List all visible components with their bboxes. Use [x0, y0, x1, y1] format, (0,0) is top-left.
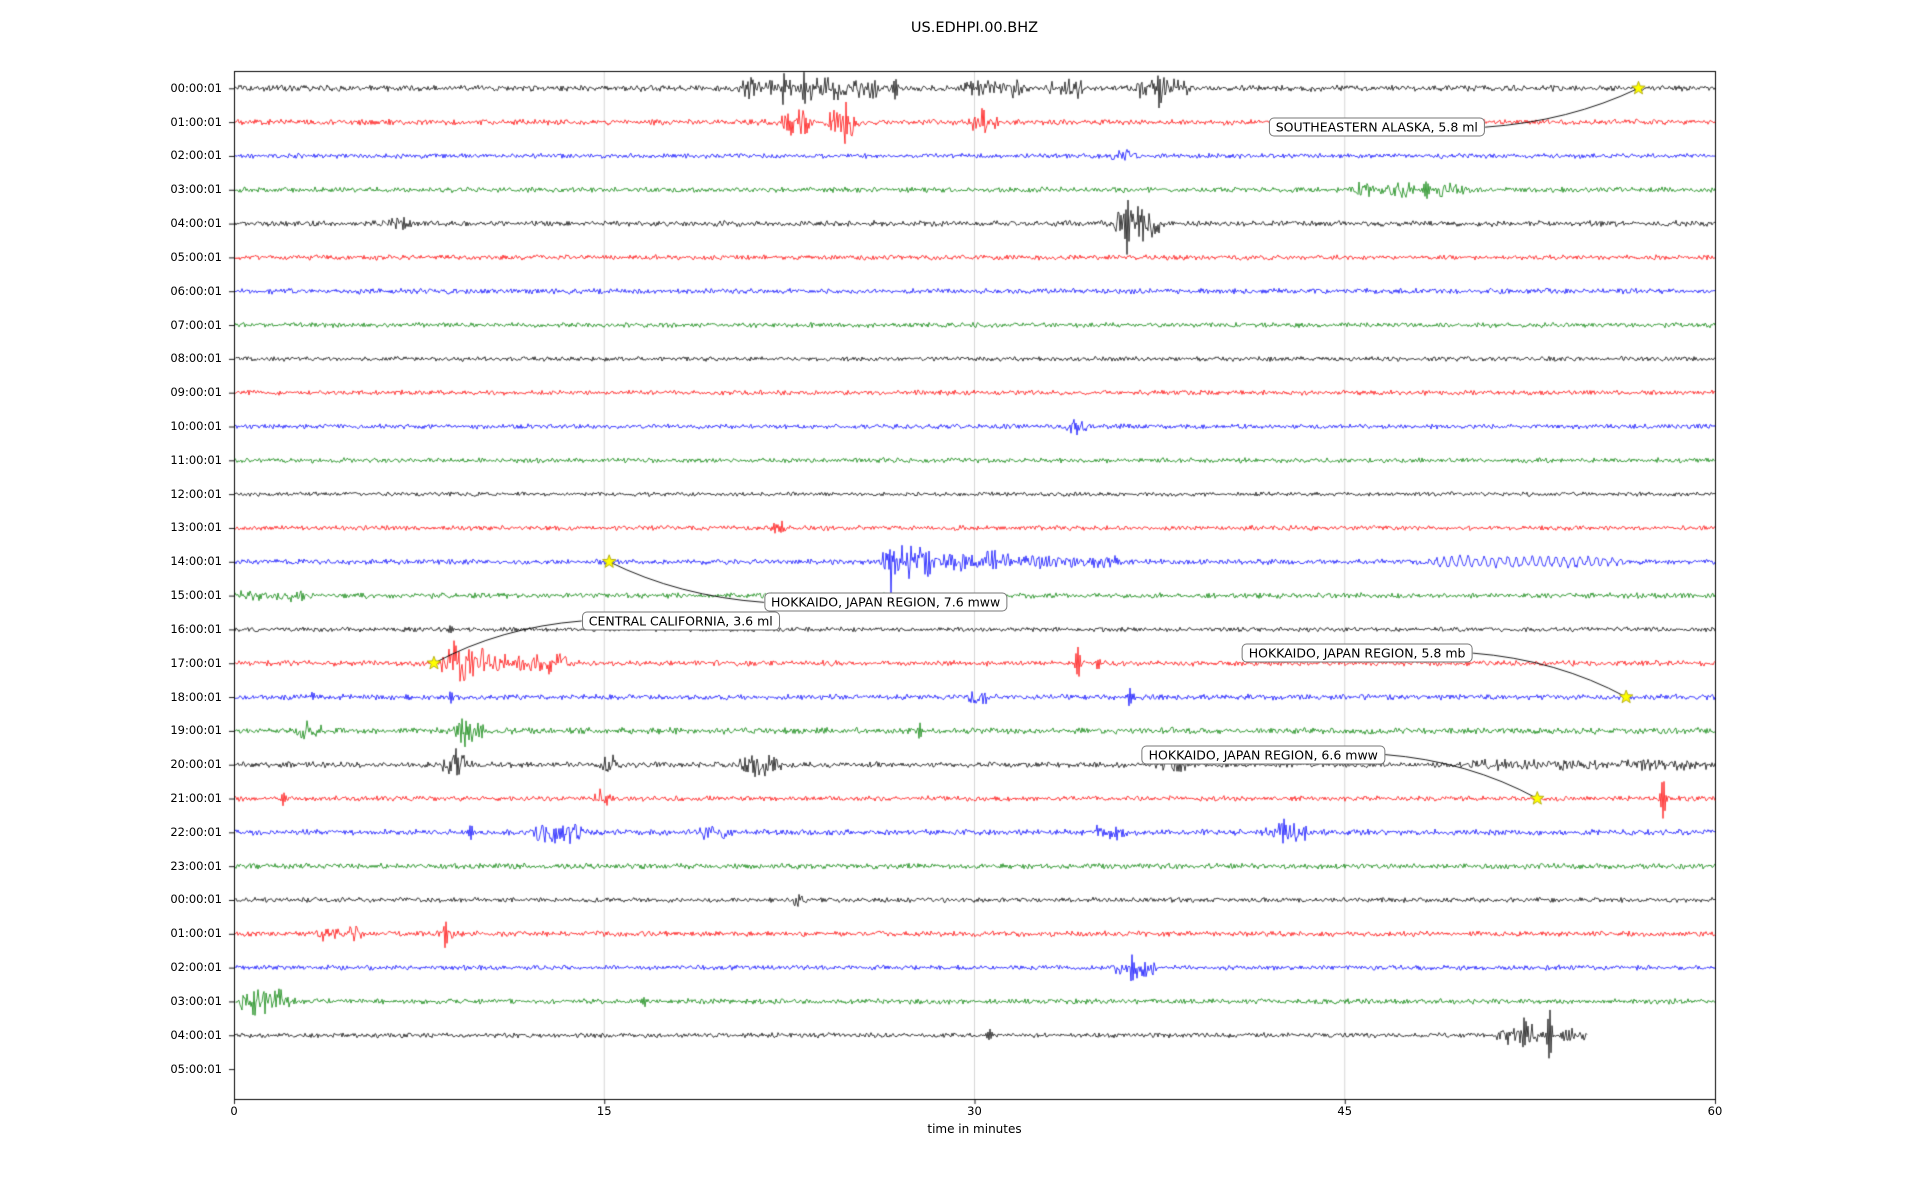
event-annotation-hokkaido-76: HOKKAIDO, JAPAN REGION, 7.6 mww [763, 592, 1008, 612]
y-tick-label: 17:00:01 [170, 655, 222, 670]
y-tick-label: 06:00:01 [170, 283, 222, 298]
y-tick-label: 19:00:01 [170, 723, 222, 738]
y-tick-label: 01:00:01 [170, 926, 222, 941]
y-tick-label: 00:00:01 [170, 892, 222, 907]
event-annotation-hokkaido-66: HOKKAIDO, JAPAN REGION, 6.6 mww [1141, 745, 1385, 765]
y-tick-label: 09:00:01 [170, 385, 222, 400]
y-tick-label: 12:00:01 [170, 486, 222, 501]
y-tick-label: 23:00:01 [170, 858, 222, 873]
event-annotation-hokkaido-58: HOKKAIDO, JAPAN REGION, 5.8 mb [1241, 643, 1473, 663]
y-tick-label: 10:00:01 [170, 419, 222, 433]
y-tick-label: 02:00:01 [170, 148, 222, 163]
x-tick-label: 30 [967, 1104, 982, 1118]
y-tick-label: 02:00:01 [170, 960, 222, 975]
x-tick-label: 45 [1337, 1104, 1353, 1118]
y-tick-label: 05:00:01 [170, 1061, 222, 1076]
y-tick-label: 04:00:01 [170, 1027, 222, 1042]
plot-title: US.EDHPI.00.BHZ [910, 20, 1039, 36]
y-tick-label: 14:00:01 [170, 554, 222, 569]
y-tick-label: 16:00:01 [170, 621, 222, 636]
y-tick-label: 05:00:01 [170, 249, 222, 264]
event-annotation-central-california: CENTRAL CALIFORNIA, 3.6 ml [581, 611, 780, 631]
x-tick-label: 60 [1707, 1104, 1723, 1118]
y-tick-label: 01:00:01 [170, 114, 222, 129]
y-tick-label: 15:00:01 [170, 588, 222, 603]
event-annotation-southeastern-alaska: SOUTHEASTERN ALASKA, 5.8 ml [1268, 117, 1485, 137]
y-tick-label: 08:00:01 [170, 351, 222, 366]
y-tick-label: 04:00:01 [170, 216, 222, 231]
x-axis-label: time in minutes [927, 1122, 1022, 1136]
x-tick-label: 0 [230, 1104, 238, 1118]
y-tick-label: 18:00:01 [170, 689, 222, 704]
y-tick-label: 07:00:01 [170, 317, 222, 332]
y-tick-label: 20:00:01 [170, 757, 222, 772]
y-tick-label: 22:00:01 [170, 824, 222, 839]
y-tick-label: 21:00:01 [170, 791, 222, 806]
y-tick-label: 03:00:01 [170, 182, 222, 197]
y-tick-label: 03:00:01 [170, 993, 222, 1008]
y-tick-label: 00:00:01 [170, 80, 222, 95]
y-tick-label: 11:00:01 [170, 452, 222, 467]
x-tick-label: 15 [596, 1104, 612, 1118]
y-tick-label: 13:00:01 [170, 520, 222, 535]
